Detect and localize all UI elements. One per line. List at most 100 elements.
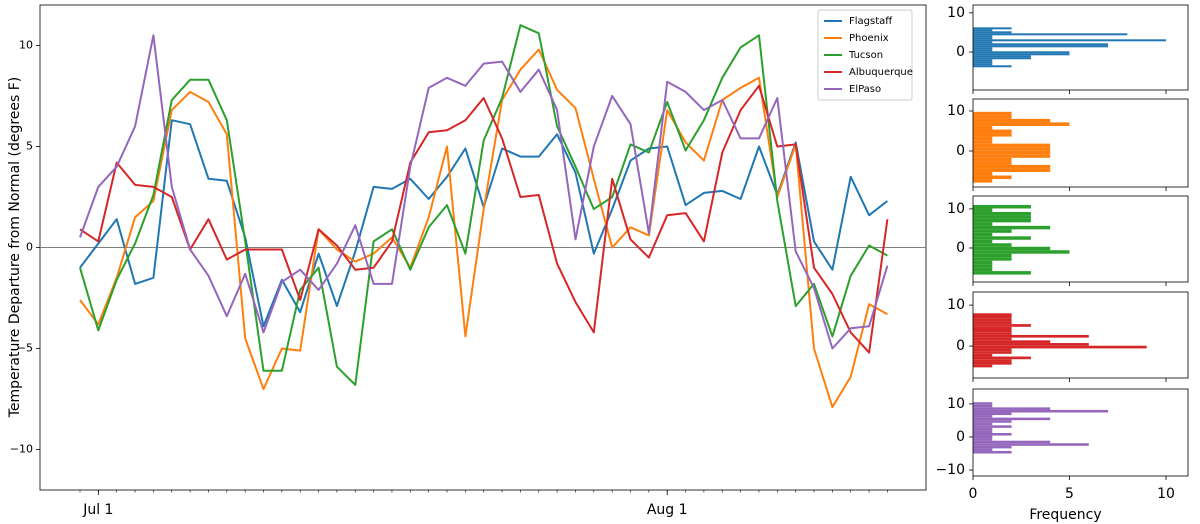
histogram-bar	[973, 225, 1051, 230]
histogram-bar	[973, 154, 1051, 158]
panel-frame	[972, 4, 1189, 91]
histogram-bar	[973, 175, 1012, 180]
y-tick-label: −10	[10, 443, 33, 456]
histogram-bar	[973, 49, 993, 52]
histogram-bar	[973, 129, 1012, 134]
series-line	[79, 84, 889, 354]
histogram-bar	[973, 250, 1070, 254]
histogram-bar	[973, 147, 1051, 151]
y-tick-label: 10	[947, 297, 965, 313]
histogram-bar	[973, 348, 1012, 352]
histogram-bar	[973, 345, 1147, 349]
histogram-bar	[973, 321, 1012, 325]
histogram-bar	[973, 164, 1051, 169]
histogram-bar	[973, 236, 1031, 240]
histogram-bar	[973, 353, 993, 357]
histogram-bar	[973, 59, 993, 62]
histogram-bar	[973, 125, 993, 130]
histogram-bar	[973, 179, 993, 183]
histogram-bar	[973, 63, 993, 66]
histogram-bar	[973, 402, 993, 405]
histogram-bar	[973, 27, 1012, 30]
histogram-bar	[973, 61, 993, 64]
histogram-bar	[973, 334, 1089, 338]
histogram-bar	[973, 47, 993, 50]
histogram-bar	[973, 133, 1012, 137]
histogram-bar	[973, 440, 1051, 444]
histogram-bar	[973, 253, 1012, 258]
y-tick-label: 0	[956, 44, 965, 60]
histogram-bar	[973, 115, 1012, 119]
y-tick-label: 0	[956, 240, 965, 256]
legend-label: ElPaso	[849, 84, 881, 95]
histogram-bar	[973, 41, 993, 44]
x-tick-label: 5	[1065, 486, 1074, 502]
histogram-bar	[973, 264, 993, 268]
legend-label: Flagstaff	[849, 16, 893, 27]
histogram-bar	[973, 204, 1031, 209]
histogram-bar	[973, 417, 1051, 421]
histogram-bar	[973, 329, 1012, 333]
legend-label: Phoenix	[849, 33, 889, 44]
histogram-bar	[973, 445, 1012, 449]
histogram-bar	[973, 243, 1012, 247]
series-line	[79, 48, 888, 409]
histogram-bar	[973, 246, 1051, 251]
histogram-bar	[973, 232, 993, 237]
histogram-bar	[973, 168, 1051, 172]
histogram-bar	[973, 420, 1012, 423]
histogram-bar	[973, 427, 993, 431]
histogram-bar	[973, 267, 993, 272]
y-tick-label: 10	[947, 396, 965, 412]
histogram-bar	[973, 51, 1070, 54]
histogram-bar	[973, 359, 1012, 362]
histogram-bar	[973, 337, 1012, 341]
histogram-bar	[973, 340, 1051, 344]
legend-box	[817, 9, 913, 101]
histogram-bar	[973, 343, 1089, 346]
y-tick-label: 0	[956, 338, 965, 354]
histogram-bar	[973, 229, 1012, 233]
series-line	[79, 119, 889, 328]
histogram-bar	[973, 435, 993, 439]
histogram-bar	[973, 404, 993, 408]
histogram-bar	[973, 29, 993, 32]
y-tick-label: 10	[947, 5, 965, 21]
histogram-bar	[973, 332, 1012, 335]
histogram-bar	[973, 211, 1031, 216]
histogram-bar	[973, 111, 1012, 116]
legend-label: Tucson	[848, 50, 883, 61]
histogram-bar	[973, 425, 1012, 428]
histogram-bar	[973, 326, 1012, 330]
histogram-bar	[973, 208, 993, 212]
x-tick-label: Aug 1	[647, 502, 688, 518]
histogram-bar	[973, 43, 1109, 46]
panel-frame	[972, 291, 1189, 379]
x-axis-label: Frequency	[1029, 507, 1101, 523]
histogram-bar	[973, 356, 1031, 360]
y-tick-label: 0	[956, 143, 965, 159]
y-tick-label: 10	[947, 103, 965, 119]
y-tick-label: 0	[956, 429, 965, 445]
histogram-bar	[973, 39, 1166, 42]
histogram-bar	[973, 215, 1031, 219]
histogram-bar	[973, 122, 1070, 126]
histogram-bar	[973, 364, 993, 368]
histogram-bar	[973, 260, 993, 265]
x-tick-label: Jul 1	[82, 502, 113, 518]
y-tick-label: 10	[19, 38, 33, 51]
histogram-bar	[973, 35, 993, 38]
histogram-bar	[973, 432, 1012, 436]
histogram-bar	[973, 37, 993, 40]
histogram-bar	[973, 351, 1012, 354]
histogram-bar	[973, 430, 993, 433]
histogram-bar	[973, 157, 1012, 162]
y-tick-label: 10	[947, 201, 965, 217]
x-tick-label: 10	[1157, 486, 1175, 502]
y-tick-label: −5	[17, 342, 33, 355]
histogram-bar	[973, 218, 1031, 223]
histogram-bar	[973, 318, 1012, 322]
histogram-bar	[973, 409, 1109, 413]
series-line	[79, 34, 889, 350]
